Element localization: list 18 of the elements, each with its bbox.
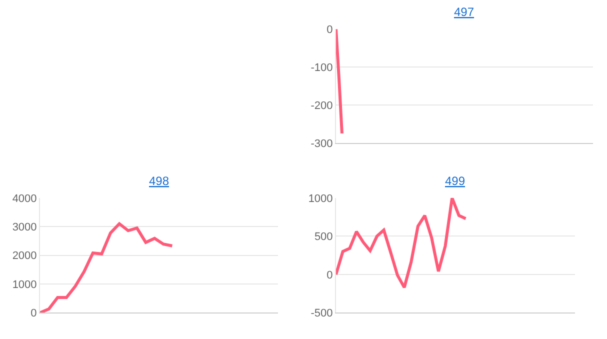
y-tick-label: 0 [30,308,37,320]
y-tick-label: 4000 [12,192,37,205]
y-tick-label: 1000 [308,192,333,205]
y-tick-label: 500 [314,231,333,244]
chart-title: 497 [454,5,474,19]
chart-title: 499 [445,174,466,188]
y-tick-label: 0 [326,269,333,282]
y-tick-label: 3000 [12,221,37,234]
line-series [40,222,174,313]
y-tick-label: -500 [310,308,333,320]
y-tick-label: -200 [310,100,333,112]
y-tick-label: 0 [326,24,333,36]
chart-title: 498 [149,174,170,188]
line-series [336,198,468,289]
y-tick-label: -300 [310,138,333,150]
y-tick-label: 1000 [12,278,37,291]
y-tick-label: 2000 [12,250,37,262]
y-tick-label: -100 [310,62,333,74]
